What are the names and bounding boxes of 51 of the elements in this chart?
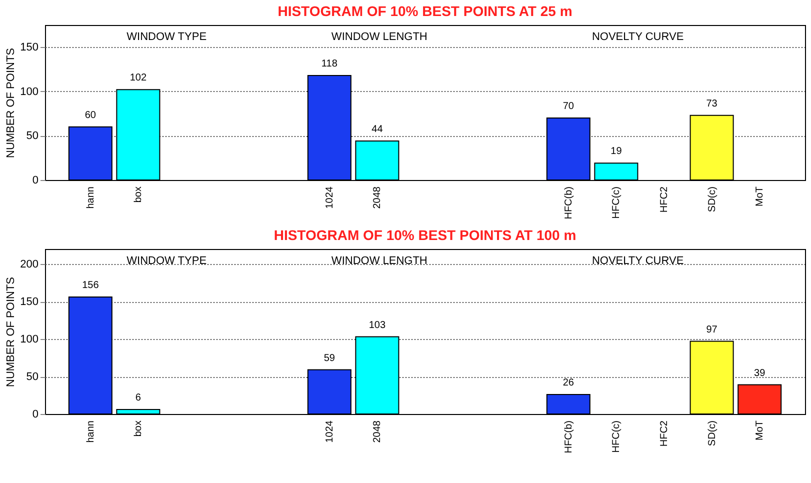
data-label: 102 xyxy=(130,72,147,84)
x-tick-label: hann xyxy=(85,420,96,443)
x-tick-label: HFC(c) xyxy=(611,186,622,219)
data-label: 118 xyxy=(321,58,338,70)
data-label: 156 xyxy=(82,280,100,291)
annotation: WINDOW TYPE xyxy=(126,31,207,43)
x-tick-label: box xyxy=(133,186,144,203)
data-label: 26 xyxy=(562,378,574,388)
annotation: WINDOW TYPE xyxy=(126,255,207,267)
data-label: 97 xyxy=(706,324,718,336)
chart-title: HISTOGRAM OF 10% BEST POINTS AT 100 m xyxy=(274,227,576,243)
data-label: 60 xyxy=(84,110,96,121)
x-tick-label: 1024 xyxy=(324,420,336,443)
data-label: 19 xyxy=(610,146,622,158)
data-label: 73 xyxy=(706,98,718,110)
y-tick-label: 100 xyxy=(20,334,38,346)
x-tick-label: HFC(b) xyxy=(563,186,574,220)
x-tick-label: 1024 xyxy=(324,186,336,209)
y-tick-label: 150 xyxy=(20,42,38,54)
y-tick-label: 0 xyxy=(32,174,38,186)
y-tick-label: 0 xyxy=(32,408,38,420)
y-axis-title: NUMBER OF POINTS xyxy=(5,48,18,158)
data-label: 44 xyxy=(372,124,384,136)
annotation: WINDOW LENGTH xyxy=(331,255,428,267)
x-tick-label: 2048 xyxy=(372,186,384,209)
y-tick-label: 50 xyxy=(26,371,38,383)
x-tick-label: MoT xyxy=(754,420,766,440)
y-axis-title: NUMBER OF POINTS xyxy=(5,276,18,388)
y-tick-label: 150 xyxy=(20,296,38,308)
y-tick-label: 100 xyxy=(20,86,38,98)
annotation: WINDOW LENGTH xyxy=(331,31,428,43)
data-label: 59 xyxy=(324,352,336,364)
chart-title: HISTOGRAM OF 10% BEST POINTS AT 25 m xyxy=(278,3,572,19)
x-tick-label: HFC(c) xyxy=(611,420,622,453)
data-label: 6 xyxy=(135,392,142,404)
y-tick-label: 200 xyxy=(20,258,38,270)
annotation: NOVELTY CURVE xyxy=(592,31,684,43)
data-label: 39 xyxy=(754,368,766,379)
x-tick-label: box xyxy=(133,420,144,437)
data-label: 70 xyxy=(562,101,574,112)
x-tick-label: SD(c) xyxy=(706,186,718,212)
x-tick-label: HFC2 xyxy=(658,186,670,213)
x-tick-label: 2048 xyxy=(372,420,384,443)
x-tick-label: hann xyxy=(85,186,96,209)
annotation: NOVELTY CURVE xyxy=(592,255,684,267)
data-label: 103 xyxy=(368,320,386,331)
x-tick-label: SD(c) xyxy=(706,420,718,446)
x-tick-label: MoT xyxy=(754,186,766,206)
x-tick-label: HFC2 xyxy=(658,420,670,447)
y-tick-label: 50 xyxy=(26,130,38,142)
x-tick-label: HFC(b) xyxy=(563,420,574,454)
